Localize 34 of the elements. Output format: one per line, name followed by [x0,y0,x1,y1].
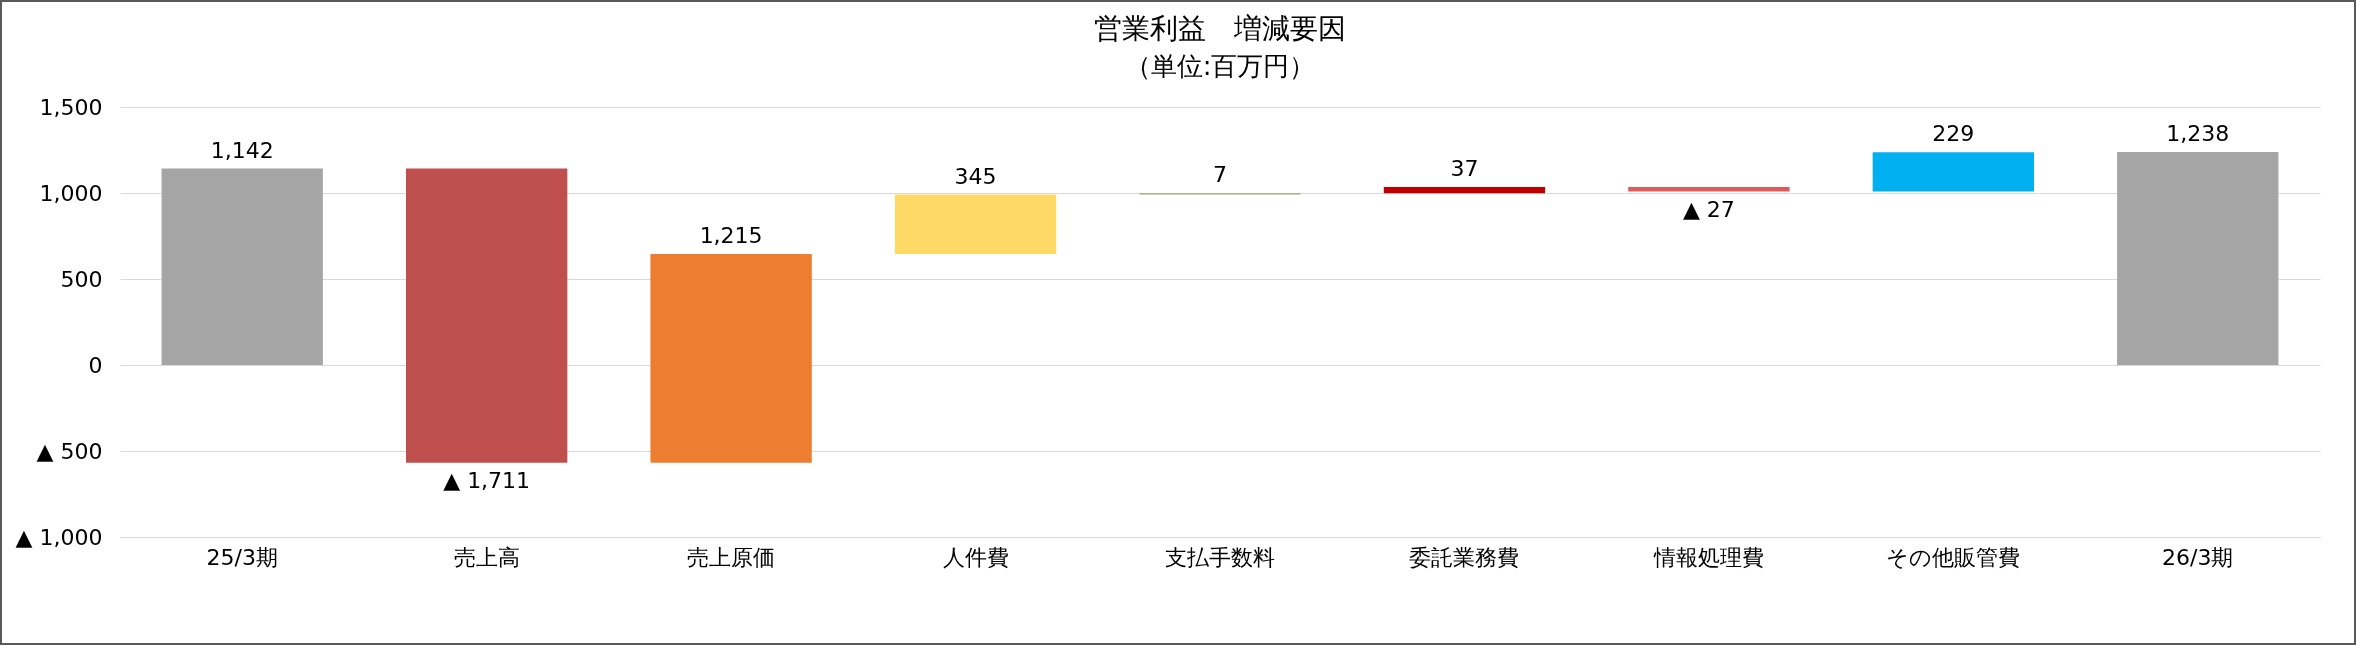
bar [650,253,812,463]
data-label: 1,215 [699,222,763,248]
chart-title: 営業利益 増減要因 [1094,12,1346,45]
data-label: 229 [1932,121,1975,147]
y-tick-label: 1,000 [39,180,103,206]
data-label: 37 [1450,155,1479,181]
bar [161,168,323,365]
bar [406,168,568,463]
y-tick-label: 1,500 [39,94,103,120]
x-tick-label: 支払手数料 [1165,544,1275,570]
bar [1872,152,2034,192]
bar [1628,186,1790,192]
data-label: 1,142 [210,137,274,163]
chart-subtitle: （単位:百万円） [1124,51,1316,81]
data-label: ▲ 27 [1682,196,1735,222]
bar [1383,186,1546,194]
data-label: ▲ 1,711 [443,467,531,493]
y-tick-label: 0 [88,352,103,378]
x-tick-label: 25/3期 [206,544,278,570]
data-label: 7 [1213,162,1227,188]
data-label: 1,238 [2166,121,2230,147]
x-tick-label: 売上原価 [687,544,776,570]
y-tick-label: ▲ 500 [36,438,103,464]
y-tick-label: 500 [60,266,103,292]
x-tick-label: 委託業務費 [1409,544,1520,570]
bar [894,194,1057,254]
bar [2117,152,2279,365]
x-tick-label: 情報処理費 [1652,544,1764,570]
x-tick-label: その他販管費 [1886,544,2021,570]
x-tick-label: 26/3期 [2162,544,2234,570]
y-tick-label: ▲ 1,000 [15,524,103,550]
data-label: 345 [954,163,997,189]
x-tick-label: 売上高 [453,544,520,570]
x-tick-label: 人件費 [942,544,1009,570]
